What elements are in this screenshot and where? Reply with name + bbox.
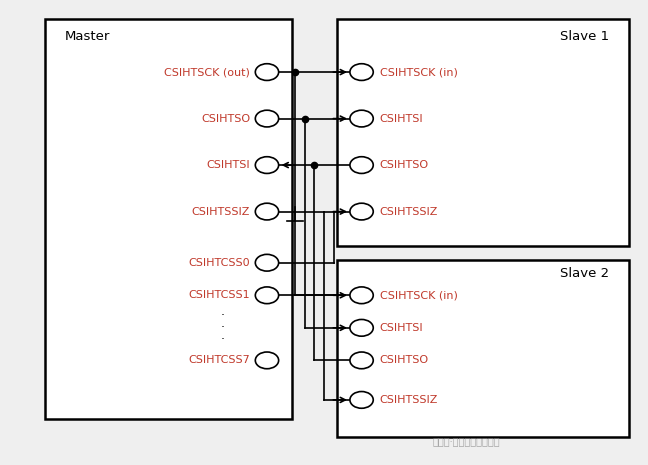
Text: Slave 2: Slave 2: [560, 267, 609, 280]
Circle shape: [255, 203, 279, 220]
Circle shape: [255, 352, 279, 369]
Text: CSIHTSSIZ: CSIHTSSIZ: [380, 395, 438, 405]
Text: 公众号·汽车电子学习笔记: 公众号·汽车电子学习笔记: [433, 436, 500, 446]
Text: CSIHTCSS0: CSIHTCSS0: [189, 258, 250, 268]
Text: Slave 1: Slave 1: [560, 30, 609, 43]
Text: CSIHTSCK (in): CSIHTSCK (in): [380, 67, 457, 77]
Circle shape: [350, 64, 373, 80]
Text: Master: Master: [65, 30, 110, 43]
Circle shape: [350, 157, 373, 173]
Text: CSIHTSCK (out): CSIHTSCK (out): [164, 67, 250, 77]
Text: CSIHTSSIZ: CSIHTSSIZ: [380, 206, 438, 217]
Circle shape: [350, 110, 373, 127]
Circle shape: [350, 392, 373, 408]
Text: CSIHTSO: CSIHTSO: [380, 355, 429, 365]
Circle shape: [255, 110, 279, 127]
Circle shape: [350, 352, 373, 369]
Bar: [337, 19, 629, 246]
Text: CSIHTSI: CSIHTSI: [207, 160, 250, 170]
Text: CSIHTSCK (in): CSIHTSCK (in): [380, 290, 457, 300]
Text: ·
·
·: · · ·: [221, 309, 225, 346]
Circle shape: [255, 287, 279, 304]
Text: CSIHTSI: CSIHTSI: [380, 323, 423, 333]
Bar: [337, 260, 629, 437]
Text: CSIHTCSS7: CSIHTCSS7: [189, 355, 250, 365]
Circle shape: [350, 287, 373, 304]
Circle shape: [255, 64, 279, 80]
Circle shape: [350, 319, 373, 336]
Circle shape: [255, 157, 279, 173]
Text: CSIHTCSS1: CSIHTCSS1: [189, 290, 250, 300]
Text: CSIHTSO: CSIHTSO: [380, 160, 429, 170]
Circle shape: [350, 203, 373, 220]
Text: CSIHTSI: CSIHTSI: [380, 113, 423, 124]
Text: CSIHTSSIZ: CSIHTSSIZ: [192, 206, 250, 217]
Bar: [45, 19, 292, 418]
Text: CSIHTSO: CSIHTSO: [201, 113, 250, 124]
Circle shape: [255, 254, 279, 271]
